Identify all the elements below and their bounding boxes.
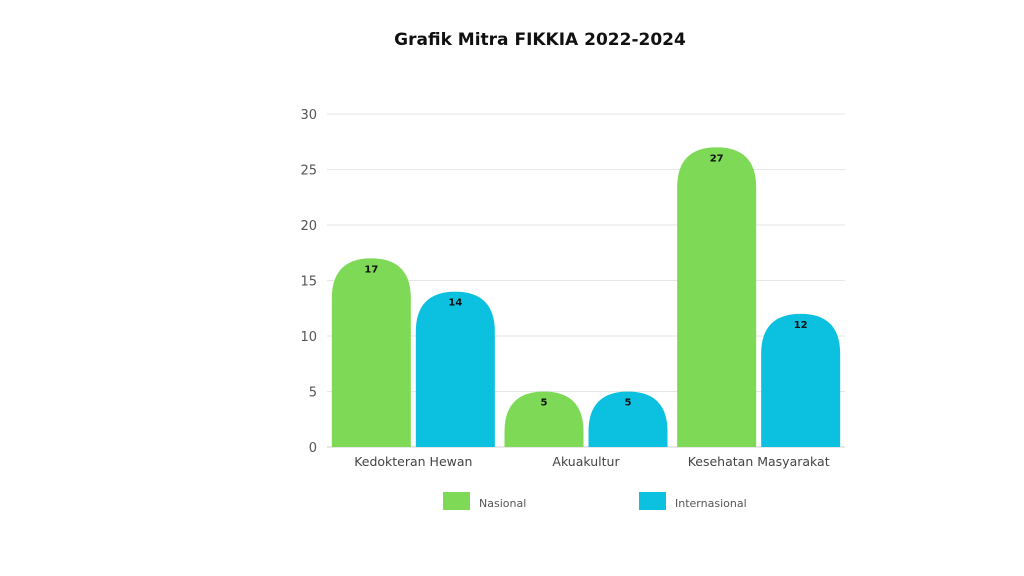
legend-swatch	[443, 492, 470, 510]
legend-swatch	[639, 492, 666, 510]
bar	[504, 391, 584, 447]
y-tick-label: 15	[300, 275, 317, 290]
bar	[761, 313, 841, 447]
bar	[415, 291, 495, 447]
y-tick-label: 30	[300, 108, 317, 123]
bar	[331, 258, 411, 447]
data-label: 5	[541, 398, 548, 409]
bar	[677, 147, 757, 448]
y-tick-label: 25	[300, 164, 317, 179]
data-label: 17	[364, 264, 378, 275]
y-tick-label: 20	[300, 219, 317, 234]
legend-label: Nasional	[479, 497, 526, 510]
data-label: 5	[625, 398, 632, 409]
legend-label: Internasional	[675, 497, 747, 510]
y-tick-label: 10	[300, 330, 317, 345]
y-tick-label: 5	[309, 386, 317, 401]
data-label: 14	[448, 298, 462, 309]
y-tick-label: 0	[309, 441, 317, 456]
data-label: 27	[710, 153, 724, 164]
data-label: 12	[794, 320, 808, 331]
x-tick-label: Kedokteran Hewan	[354, 454, 472, 469]
x-tick-label: Akuakultur	[552, 454, 620, 469]
chart-title: Grafik Mitra FIKKIA 2022-2024	[394, 30, 686, 50]
x-tick-label: Kesehatan Masyarakat	[688, 454, 830, 469]
bar	[588, 391, 668, 447]
